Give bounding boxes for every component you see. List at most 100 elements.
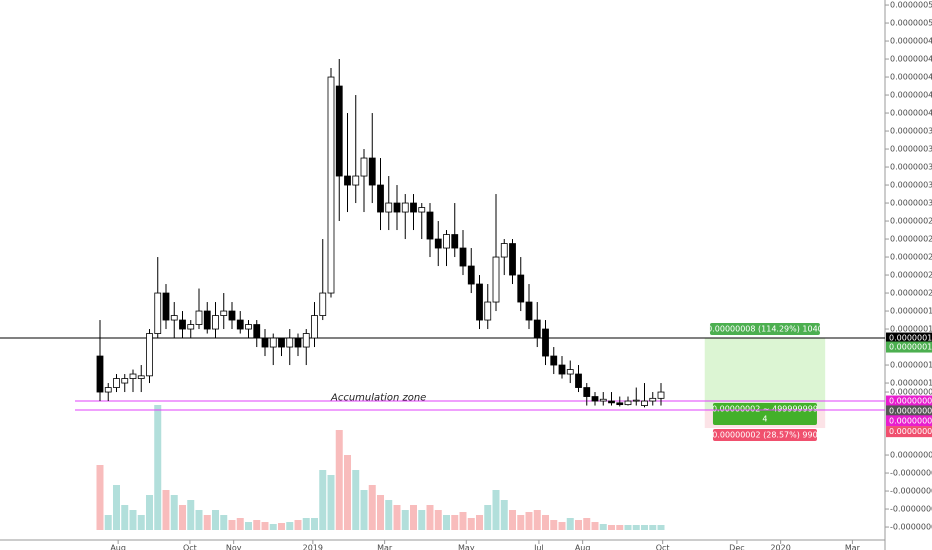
price-label-box <box>886 395 932 407</box>
candle-body <box>286 337 294 348</box>
candle-body <box>443 234 450 249</box>
volume-bar <box>96 465 104 530</box>
y-tick-label: 0.00000012 <box>890 361 932 370</box>
y-tick-label: 0.00000009 <box>890 388 932 397</box>
annotation: Accumulation zone <box>330 392 426 403</box>
x-tick-label: Mar <box>377 544 393 550</box>
candle-body <box>360 157 368 177</box>
volume-bar <box>352 470 360 530</box>
candle-body <box>608 400 615 404</box>
candle-body <box>368 157 376 186</box>
x-tick-label: Dec <box>729 544 744 550</box>
volume-bar <box>121 505 129 530</box>
volume-bar <box>178 505 186 530</box>
volume-bar <box>517 515 525 530</box>
volume-bar <box>566 518 574 530</box>
volume-bar <box>476 515 484 530</box>
candle-body <box>426 211 434 240</box>
volume-bar <box>649 525 657 530</box>
volume-bar <box>335 430 343 530</box>
candle-body <box>459 247 467 267</box>
candle-body <box>195 310 203 325</box>
volume-bar <box>327 475 335 530</box>
volume-bar <box>467 518 475 530</box>
candle-body <box>467 265 475 285</box>
candle-body <box>484 301 492 321</box>
candle-body <box>261 337 269 348</box>
x-tick-label: Nov <box>226 544 242 550</box>
price-label-box <box>886 332 932 344</box>
entry-label: 4 <box>762 415 767 424</box>
candle-body <box>649 397 657 402</box>
candle-body <box>220 310 228 316</box>
volume-bar <box>624 525 632 530</box>
candle-body <box>566 369 574 375</box>
target-label: 0.00000008 (114.29%) 1040 <box>707 325 823 334</box>
volume-bar <box>302 518 310 530</box>
volume-bar <box>492 490 500 530</box>
candle-body <box>575 373 582 388</box>
x-tick-label: May <box>458 544 475 550</box>
volume-bar <box>129 510 137 530</box>
price-label: 0.00000005 <box>889 427 932 436</box>
price-label-box <box>886 341 932 353</box>
candle-body <box>129 373 137 379</box>
y-tick-label: 0.00000036 <box>890 145 932 154</box>
volume-bar <box>533 510 541 530</box>
volume-bar <box>343 455 351 530</box>
volume-bar <box>434 510 442 530</box>
candle-body <box>146 333 153 377</box>
candle-body <box>104 387 112 393</box>
candle-body <box>583 387 591 397</box>
volume-bar <box>632 525 640 530</box>
volume-bar <box>277 523 285 530</box>
y-tick-label: 0.00000038 <box>890 127 932 136</box>
y-tick-label: 0.00000052 <box>890 1 932 10</box>
y-tick-label: 0.00000026 <box>890 235 932 244</box>
y-tick-label: 0.00000024 <box>890 253 932 262</box>
volume-bar <box>236 518 244 530</box>
volume-bar <box>310 518 318 530</box>
x-tick-label: Aug <box>110 544 126 550</box>
candle-body <box>154 292 162 334</box>
entry-label-box <box>712 403 817 426</box>
volume-bar <box>112 485 120 530</box>
candle-body <box>434 238 442 249</box>
price-label: 0.00000015 <box>889 343 932 352</box>
volume-bar <box>360 490 368 530</box>
candle-body <box>228 310 236 321</box>
volume-bar <box>286 522 294 530</box>
y-tick-label: -0.00000006 <box>890 523 932 532</box>
candle-body <box>393 202 401 213</box>
volume-bar <box>591 522 599 530</box>
candle-body <box>492 256 500 303</box>
volume-bar <box>269 524 277 530</box>
candle-body <box>401 202 409 213</box>
candle-body <box>179 319 186 330</box>
x-tick-label: Jul <box>533 544 544 550</box>
x-tick-label: Aug <box>575 544 591 550</box>
volume-bar <box>509 510 517 530</box>
candle-body <box>451 234 459 249</box>
volume-bar <box>558 522 566 530</box>
volume-bar <box>145 495 153 530</box>
candle-body <box>533 319 541 339</box>
volume-bar <box>228 520 236 530</box>
volume-bar <box>575 520 583 530</box>
candle-body <box>632 399 640 402</box>
volume-bar <box>253 520 261 530</box>
candle-body <box>236 319 244 330</box>
y-tick-label: -0.00000004 <box>890 505 932 514</box>
candle-body <box>616 402 624 406</box>
x-tick-label: Oct <box>183 544 197 550</box>
volume-bar <box>451 515 459 530</box>
volume-bar <box>385 500 393 530</box>
y-tick-label: 0.00000042 <box>890 91 932 100</box>
volume-bar <box>459 512 467 530</box>
volume-bar <box>550 520 558 530</box>
volume-bar <box>162 490 170 530</box>
candle-body <box>591 396 599 402</box>
y-tick-label: 0.00000002 <box>890 451 932 460</box>
